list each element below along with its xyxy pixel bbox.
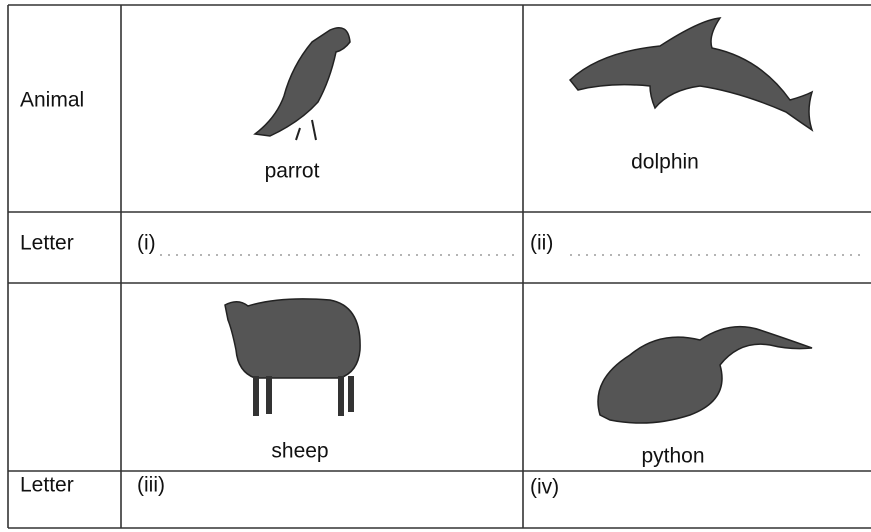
letter-blank: (iii) (137, 474, 165, 497)
dolphin-image (568, 17, 814, 132)
python-image (597, 325, 813, 424)
sheep-image (224, 298, 361, 416)
animal-name: dolphin (631, 151, 699, 174)
row-header: Animal (20, 89, 84, 112)
animal-name: parrot (265, 160, 320, 183)
parrot-image (253, 27, 351, 141)
row-header: Letter (20, 474, 74, 497)
row-header: Letter (20, 232, 74, 255)
letter-blank: (ii) (530, 232, 553, 255)
animal-name: sheep (271, 440, 328, 463)
letter-blank: (iv) (530, 476, 559, 499)
letter-blank: (i) (137, 232, 156, 255)
animal-name: python (641, 445, 704, 468)
table-grid (7, 4, 871, 529)
